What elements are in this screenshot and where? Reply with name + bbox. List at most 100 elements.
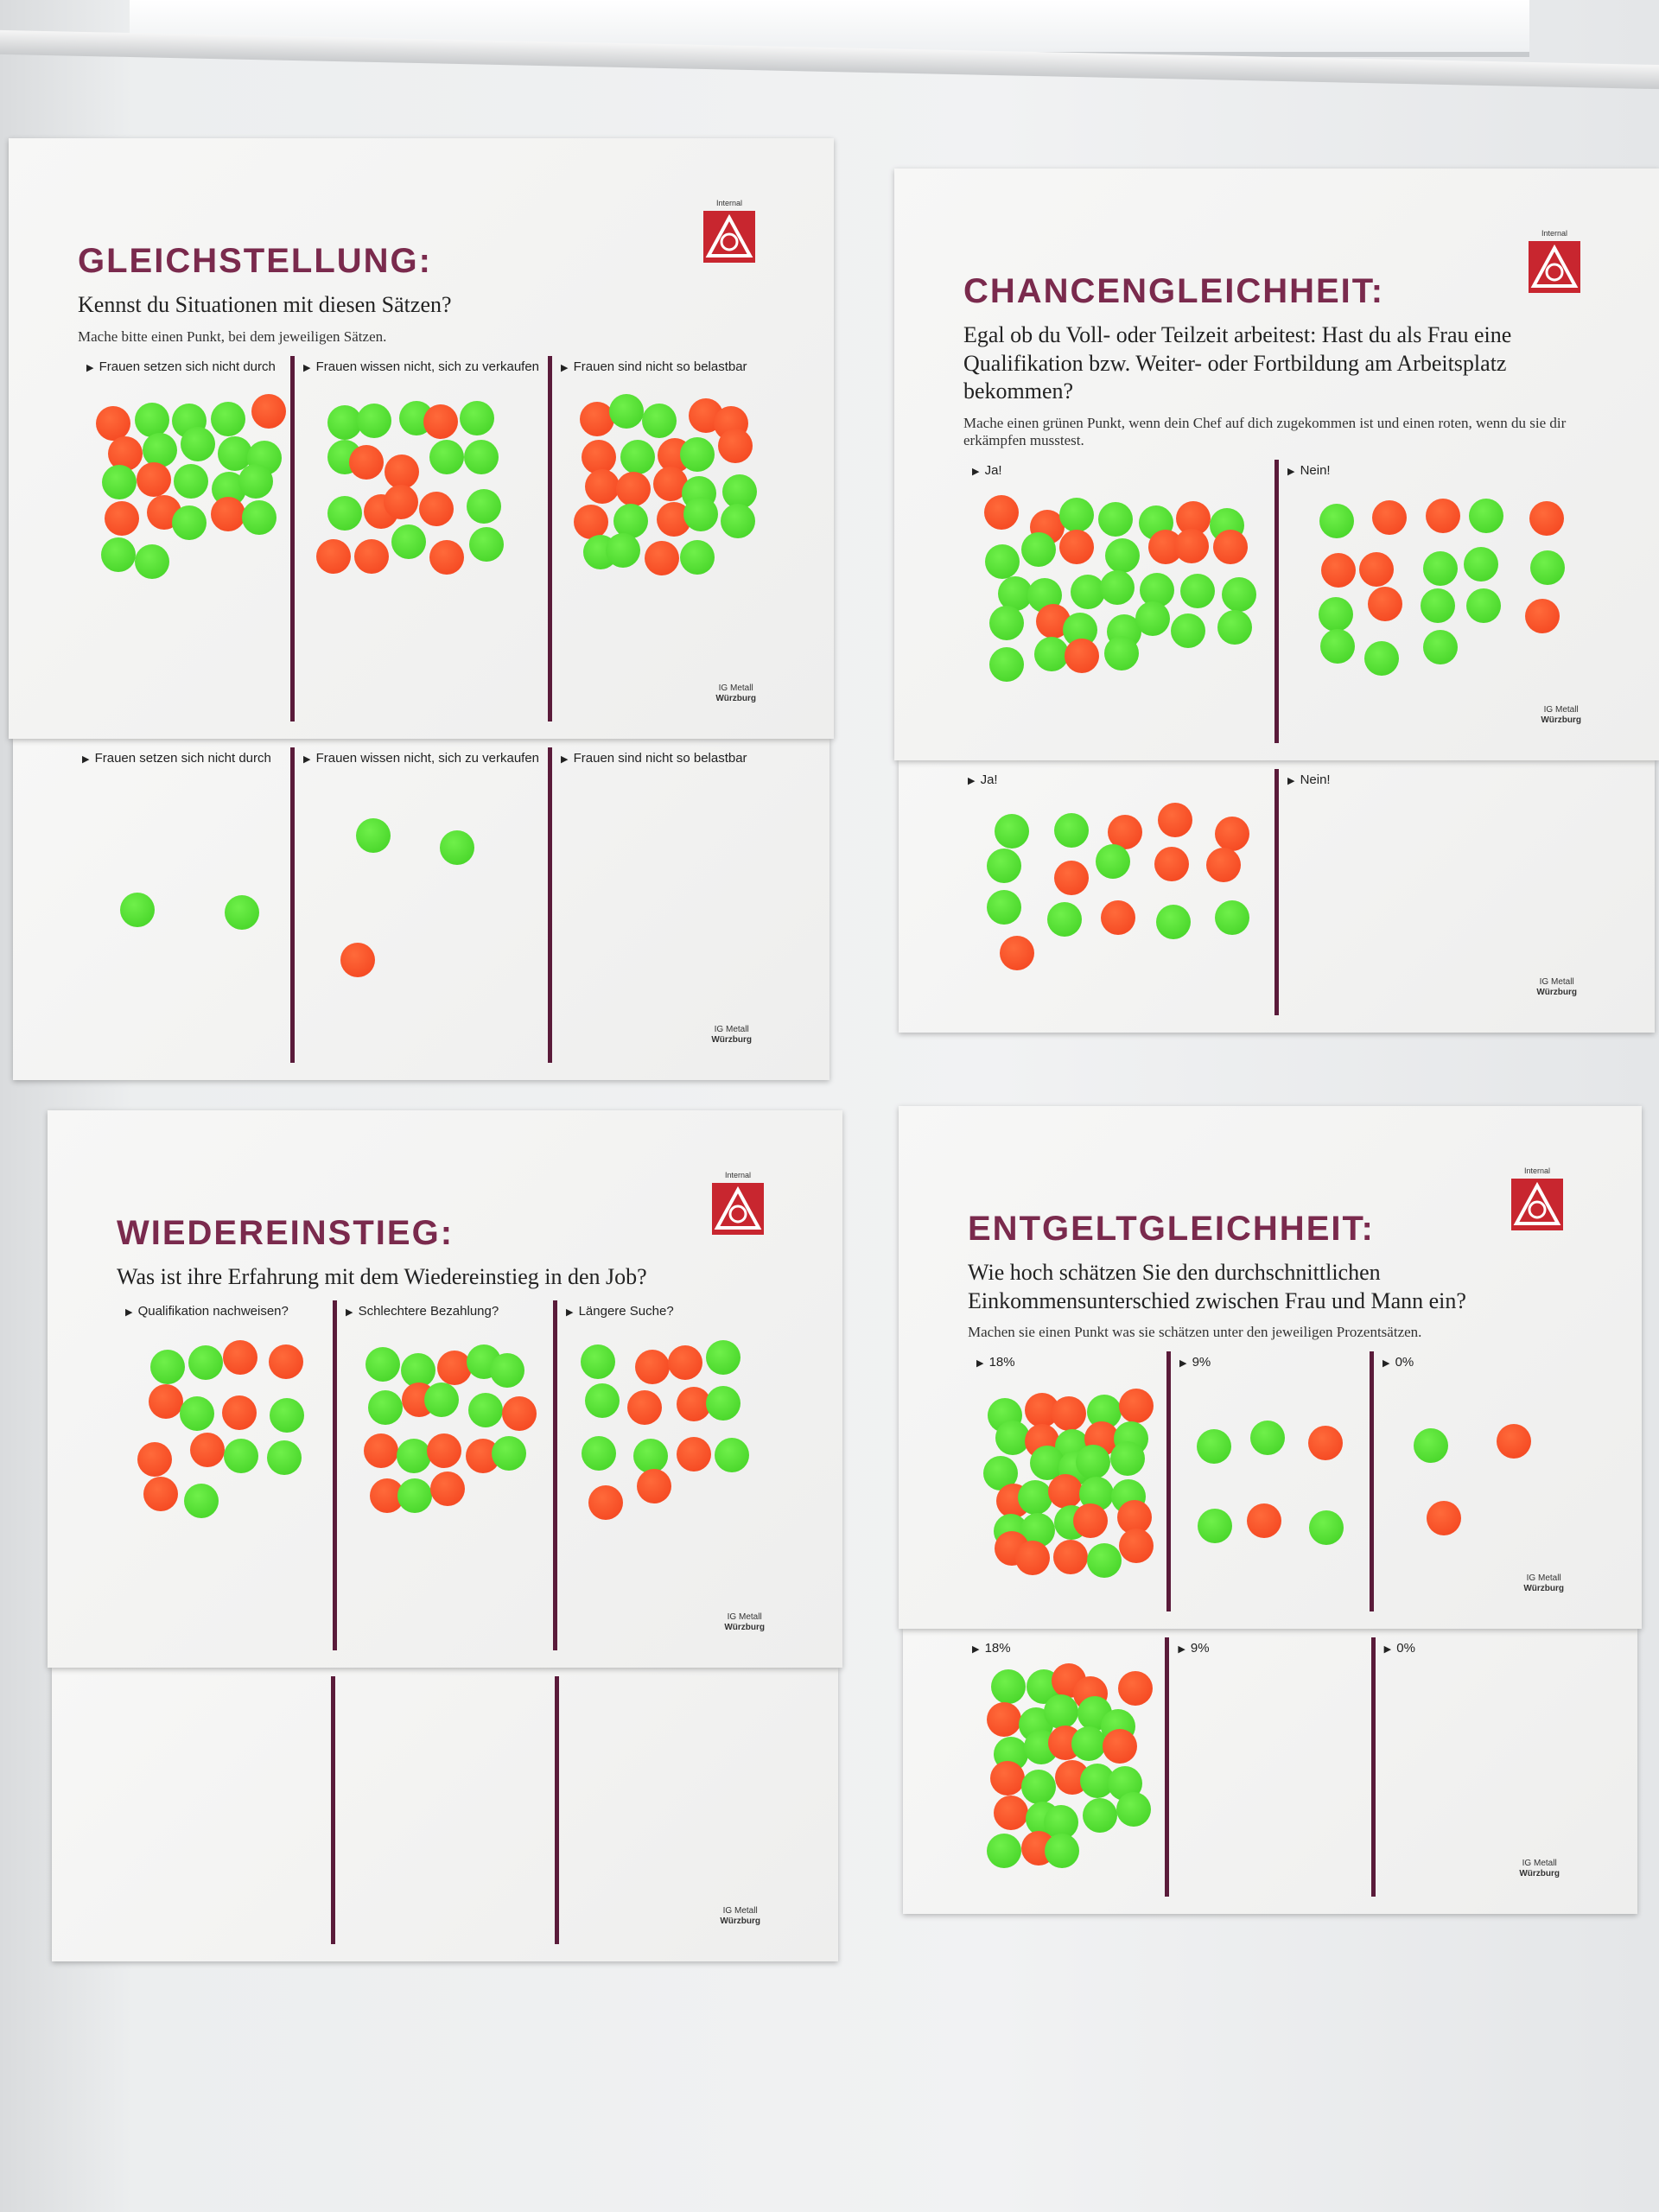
sticker-dot — [143, 1476, 178, 1511]
footer: IG Metall Würzburg — [724, 1612, 765, 1633]
lower-sheet: Frauen setzen sich nicht durchFrauen wis… — [13, 739, 830, 1080]
sticker-dot — [1321, 553, 1357, 588]
sticker-dot — [1198, 1509, 1233, 1544]
sticker-dot — [1071, 1726, 1107, 1761]
column: Frauen wissen nicht, sich zu verkaufen — [289, 355, 548, 721]
sticker-dot — [1367, 586, 1402, 621]
sticker-dot — [1109, 1441, 1145, 1477]
footer-line: Würzburg — [720, 1916, 760, 1926]
sticker-dot — [137, 461, 172, 497]
footer-line: IG Metall — [1526, 1573, 1561, 1583]
column: Frauen wissen nicht, sich zu verkaufen — [289, 747, 548, 1063]
column-label: Frauen setzen sich nicht durch — [73, 747, 290, 769]
footer: IG Metall Würzburg — [1541, 705, 1581, 726]
sticker-dot — [1071, 574, 1106, 609]
sticker-dot — [1058, 497, 1094, 532]
column-label: 18% — [963, 1637, 1165, 1659]
sticker-dot — [1119, 1388, 1154, 1423]
sticker-dot — [998, 576, 1033, 612]
column: 18% — [963, 1637, 1165, 1897]
sticker-dot — [101, 465, 137, 500]
sticker-dot — [1021, 531, 1057, 567]
footer: IG Metall Würzburg — [711, 1025, 752, 1046]
sticker-dot — [188, 1345, 224, 1381]
footer-line: IG Metall — [1543, 705, 1579, 715]
column: 18% — [968, 1351, 1166, 1611]
sticker-dot — [316, 539, 352, 575]
sticker-dot — [1468, 498, 1503, 533]
sticker-dot — [620, 439, 656, 474]
columns: 18%9% 0% — [963, 1637, 1577, 1897]
logo: Internal — [1528, 229, 1581, 297]
sticker-dot — [211, 402, 246, 437]
sticker-dot — [1363, 641, 1399, 677]
sticker-dot — [579, 402, 614, 437]
poster: Internal CHANCENGLEICHHEIT: Egal ob du Vol… — [894, 168, 1659, 760]
sticker-dot — [1100, 569, 1135, 605]
sticker-dot — [1064, 639, 1099, 674]
footer-line: Würzburg — [1541, 715, 1581, 725]
column: Nein! — [1274, 769, 1594, 1015]
logo-label: Internal — [724, 1171, 752, 1179]
sticker-dot — [1308, 1510, 1344, 1545]
sticker-dot — [1206, 848, 1242, 883]
sticker-dot — [1530, 550, 1566, 586]
sticker-dot — [429, 440, 465, 475]
logo: Internal — [1510, 1166, 1564, 1235]
sticker-dot — [1217, 609, 1252, 645]
sticker-dot — [469, 527, 505, 563]
sticker-dot — [464, 440, 499, 475]
sticker-dot — [143, 432, 178, 467]
column — [112, 1676, 331, 1944]
sticker-dot — [1427, 1501, 1462, 1536]
column: Frauen sind nicht so belastbar — [548, 355, 765, 721]
sticker-dot — [149, 1350, 185, 1385]
poster: Internal GLEICHSTELLUNG: Kennst du Situati… — [9, 138, 834, 739]
footer: IG Metall Würzburg — [1519, 1859, 1560, 1879]
column: Qualifikation nachweisen? — [117, 1300, 333, 1651]
column: 0% — [1370, 1351, 1573, 1611]
column-label: Ja! — [959, 769, 1274, 791]
sticker-dot — [1179, 574, 1215, 609]
logo-icon — [712, 1183, 764, 1235]
sticker-dot — [1154, 846, 1190, 881]
sticker-dot — [1073, 1503, 1109, 1538]
sticker-dot — [1524, 598, 1560, 633]
column-label: Nein! — [1279, 460, 1590, 481]
sticker-dot — [221, 1395, 257, 1430]
sticker-dot — [706, 1339, 741, 1375]
sticker-dot — [1103, 1729, 1138, 1764]
column-label: 0% — [1376, 1637, 1577, 1659]
sticker-dot — [986, 1834, 1021, 1869]
sticker-dot — [1107, 814, 1142, 849]
sticker-dot — [1414, 1427, 1449, 1463]
sticker-dot — [423, 404, 458, 440]
sticker-dot — [994, 814, 1029, 849]
sticker-dot — [137, 1442, 173, 1478]
logo-label: Internal — [715, 199, 743, 207]
sticker-dot — [492, 1435, 527, 1471]
column-label: 9% — [1171, 1351, 1370, 1373]
sticker-dot — [680, 539, 715, 575]
sticker-dot — [180, 426, 215, 461]
sticker-dot — [714, 1438, 749, 1473]
sticker-dot — [683, 496, 719, 531]
sticker-dot — [1082, 1798, 1117, 1834]
sticker-dot — [1018, 1479, 1053, 1515]
sticker-dot — [1318, 596, 1353, 632]
sticker-dot — [705, 1385, 741, 1421]
sticker-dot — [135, 543, 170, 579]
sticker-dot — [391, 524, 427, 559]
sticker-dot — [1423, 551, 1459, 587]
sticker-dot — [990, 1669, 1026, 1704]
sticker-dot — [269, 1344, 304, 1380]
sticker-dot — [267, 1440, 302, 1475]
column: Schlechtere Bezahlung? — [333, 1300, 553, 1650]
question: Was ist ihre Erfahrung mit dem Wiederein… — [117, 1264, 647, 1289]
sticker-dot — [467, 489, 502, 524]
sticker-dot — [1135, 601, 1170, 637]
sticker-dot — [174, 464, 209, 499]
column: Frauen setzen sich nicht durch — [78, 356, 290, 722]
